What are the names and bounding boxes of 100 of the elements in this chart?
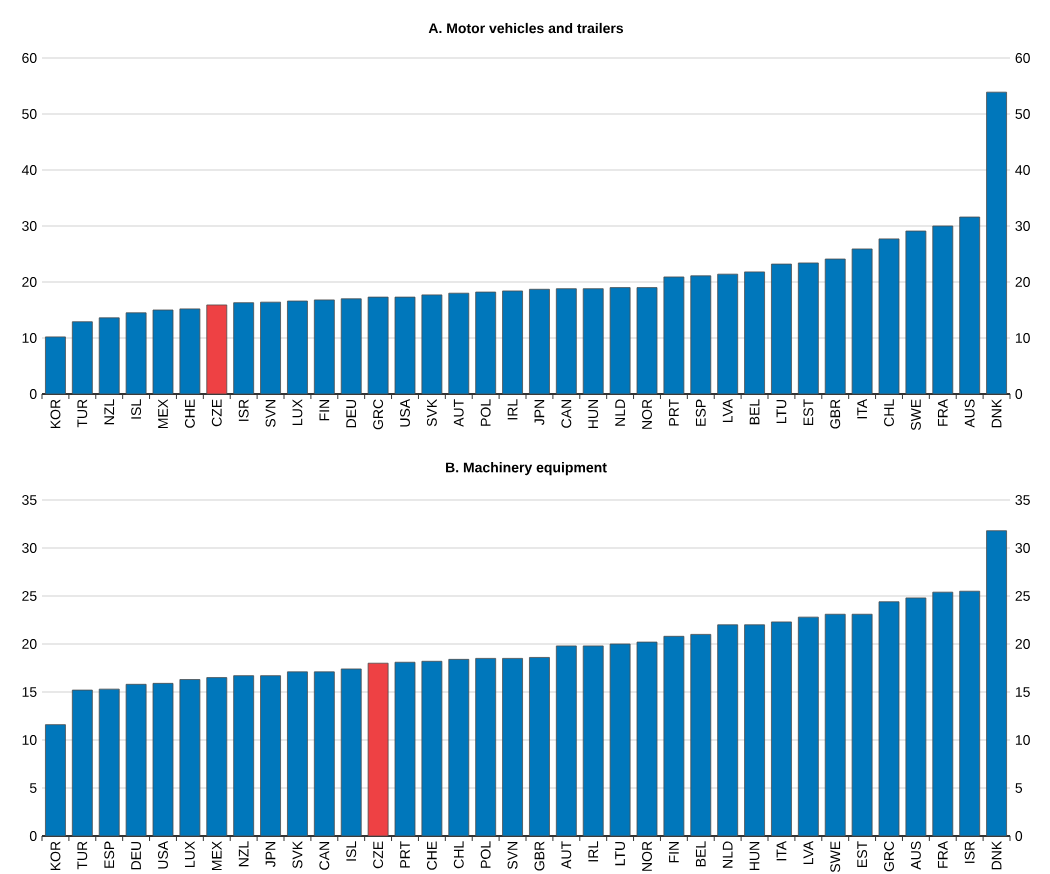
bar (932, 225, 954, 395)
x-tick-label: NZL (238, 841, 249, 867)
y2-tick-label: 0 (1015, 831, 1023, 841)
y-tick-label: 0 (29, 831, 37, 841)
bar (448, 292, 470, 395)
x-tick-label: ISL (346, 841, 357, 861)
y2-tick-label: 35 (1015, 495, 1030, 505)
x-tick-label: KOR (50, 399, 61, 429)
x-tick-label: AUT (561, 841, 572, 869)
bar (744, 271, 765, 395)
x-tick-label: CZE (373, 841, 384, 869)
chart-title: A. Motor vehicles and trailers (428, 22, 624, 34)
x-tick-label: KOR (50, 841, 61, 871)
x-tick-label: CHL (884, 399, 894, 427)
x-tick-label: FIN (669, 842, 679, 863)
y2-tick-label: 40 (1015, 165, 1030, 175)
x-tick-label: LUX (292, 399, 303, 425)
bar (690, 275, 712, 395)
bar (851, 613, 873, 837)
bar (824, 613, 846, 837)
bar (771, 621, 792, 837)
bar (932, 591, 954, 837)
y-tick-label: 30 (22, 543, 37, 553)
y2-tick-label: 50 (1015, 109, 1030, 119)
y-tick-label: 20 (22, 277, 37, 287)
bar (233, 302, 255, 395)
x-tick-label: CHE (426, 841, 437, 870)
x-tick-label: MEX (158, 399, 168, 429)
x-tick-label: AUS (910, 841, 921, 870)
y-tick-label: 20 (22, 639, 37, 649)
bar (609, 287, 631, 395)
x-tick-label: USA (158, 840, 168, 869)
bar (313, 671, 335, 837)
y-tick-label: 25 (22, 591, 37, 601)
bar (421, 294, 443, 395)
bar (260, 675, 281, 837)
bar (71, 321, 93, 395)
x-tick-label: TUR (77, 399, 88, 428)
bar (206, 304, 228, 395)
x-tick-label: PRT (669, 399, 679, 426)
y2-tick-label: 10 (1015, 333, 1030, 343)
chart-title: B. Machinery equipment (446, 462, 607, 476)
x-tick-label: EST (803, 399, 814, 425)
x-tick-label: LVA (722, 398, 733, 423)
x-tick-label: SVN (265, 400, 276, 428)
bar (206, 677, 228, 837)
bar (851, 248, 873, 395)
y2-tick-label: 15 (1015, 687, 1030, 697)
bar (824, 258, 846, 395)
x-tick-label: SVK (426, 399, 437, 427)
y2-tick-label: 60 (1015, 53, 1030, 63)
x-tick-label: BEL (695, 841, 706, 867)
x-tick-label: ESP (104, 841, 115, 868)
x-tick-label: NZL (104, 399, 115, 425)
x-tick-label: LTU (615, 841, 625, 866)
bar (690, 634, 712, 837)
y2-tick-label: 20 (1015, 277, 1030, 287)
bar (125, 683, 147, 837)
x-tick-label: SWE (910, 399, 921, 431)
y2-tick-label: 5 (1015, 783, 1023, 793)
bar (986, 91, 1007, 395)
x-tick-label: ITA (857, 398, 867, 419)
x-tick-label: CAN (561, 400, 572, 428)
x-tick-label: ISL (131, 399, 142, 419)
y-tick-label: 60 (22, 53, 37, 63)
x-tick-label: FIN (319, 400, 330, 421)
bar (959, 216, 981, 395)
y-tick-label: 35 (22, 495, 37, 505)
x-tick-label: ISR (964, 841, 975, 863)
x-tick-label: POL (480, 399, 491, 426)
bar (152, 309, 174, 395)
bar (717, 273, 739, 395)
x-tick-label: GRC (373, 399, 384, 430)
bar (555, 288, 577, 395)
bar (260, 301, 281, 395)
y-tick-label: 40 (21, 165, 37, 175)
bar (663, 276, 685, 395)
x-tick-label: GBR (534, 841, 545, 871)
x-tick-label: CZE (211, 399, 222, 427)
x-tick-label: ITA (776, 840, 787, 861)
x-tick-label: LVA (803, 840, 814, 865)
bar (986, 530, 1007, 837)
bar (878, 601, 900, 837)
bar (959, 590, 981, 837)
bar (394, 296, 416, 395)
x-tick-label: GBR (830, 399, 841, 429)
x-tick-label: SVN (507, 842, 518, 870)
y-tick-label: 30 (22, 221, 37, 231)
x-tick-label: DEU (346, 399, 357, 428)
x-tick-label: LUX (185, 841, 195, 867)
x-tick-label: SWE (830, 841, 841, 873)
bar (98, 317, 120, 395)
bar (233, 675, 255, 837)
bar (179, 679, 201, 837)
bar (502, 658, 523, 837)
x-tick-label: DEU (131, 841, 141, 870)
bar (555, 645, 577, 837)
x-tick-label: AUT (453, 399, 464, 427)
bar (98, 688, 120, 837)
x-tick-label: SVK (292, 841, 303, 869)
